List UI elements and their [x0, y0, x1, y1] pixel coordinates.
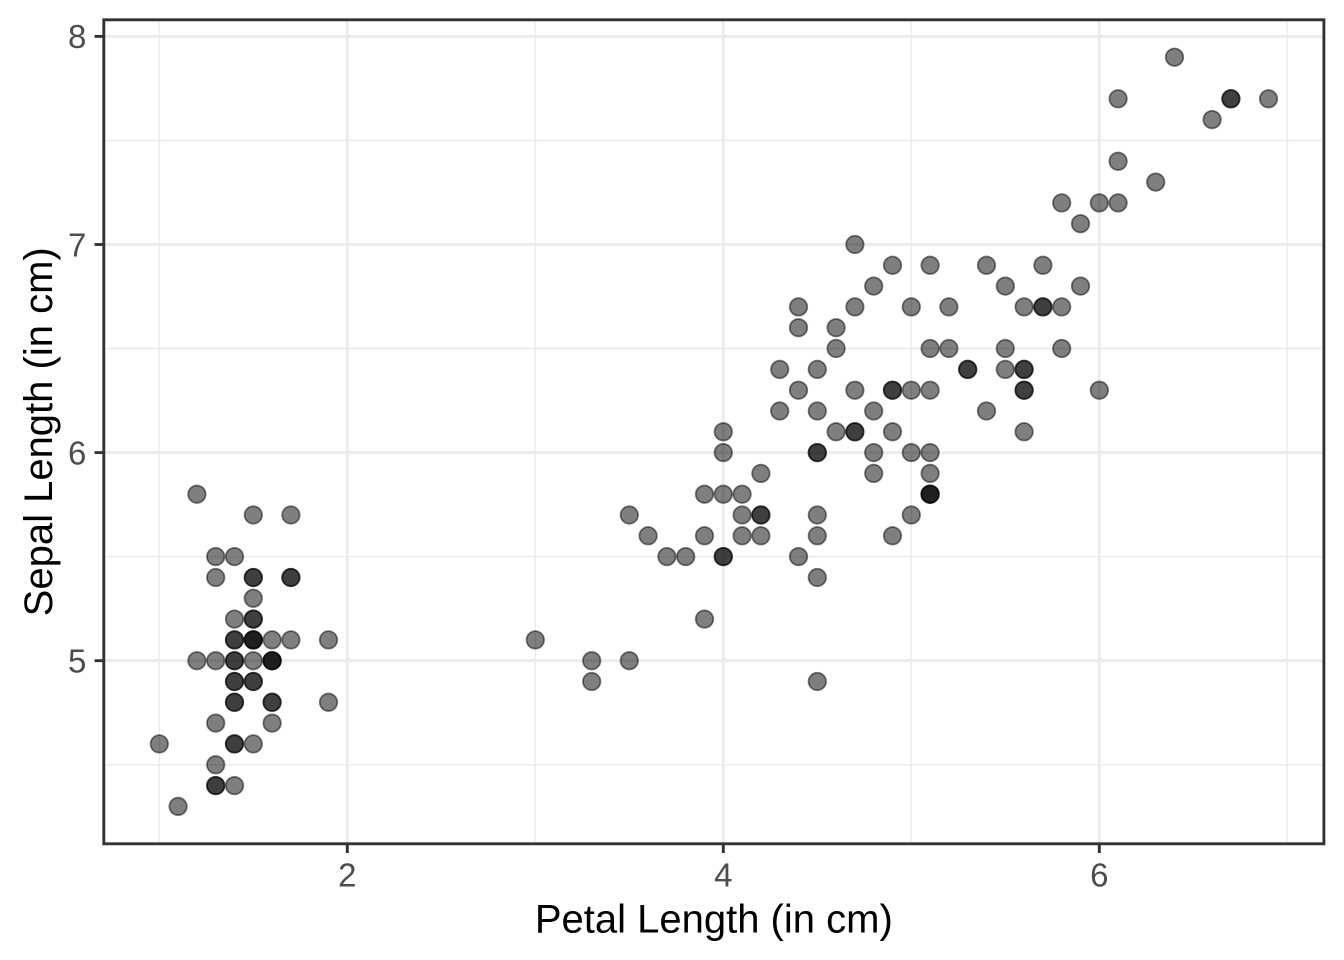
svg-text:7: 7 [68, 226, 86, 263]
svg-text:6: 6 [1090, 857, 1108, 894]
svg-text:Petal Length (in cm): Petal Length (in cm) [535, 897, 893, 941]
svg-text:6: 6 [68, 434, 86, 471]
svg-text:Sepal Length (in cm): Sepal Length (in cm) [17, 247, 61, 616]
svg-text:2: 2 [338, 857, 356, 894]
svg-text:5: 5 [68, 643, 86, 680]
svg-text:4: 4 [714, 857, 732, 894]
svg-text:8: 8 [68, 18, 86, 55]
